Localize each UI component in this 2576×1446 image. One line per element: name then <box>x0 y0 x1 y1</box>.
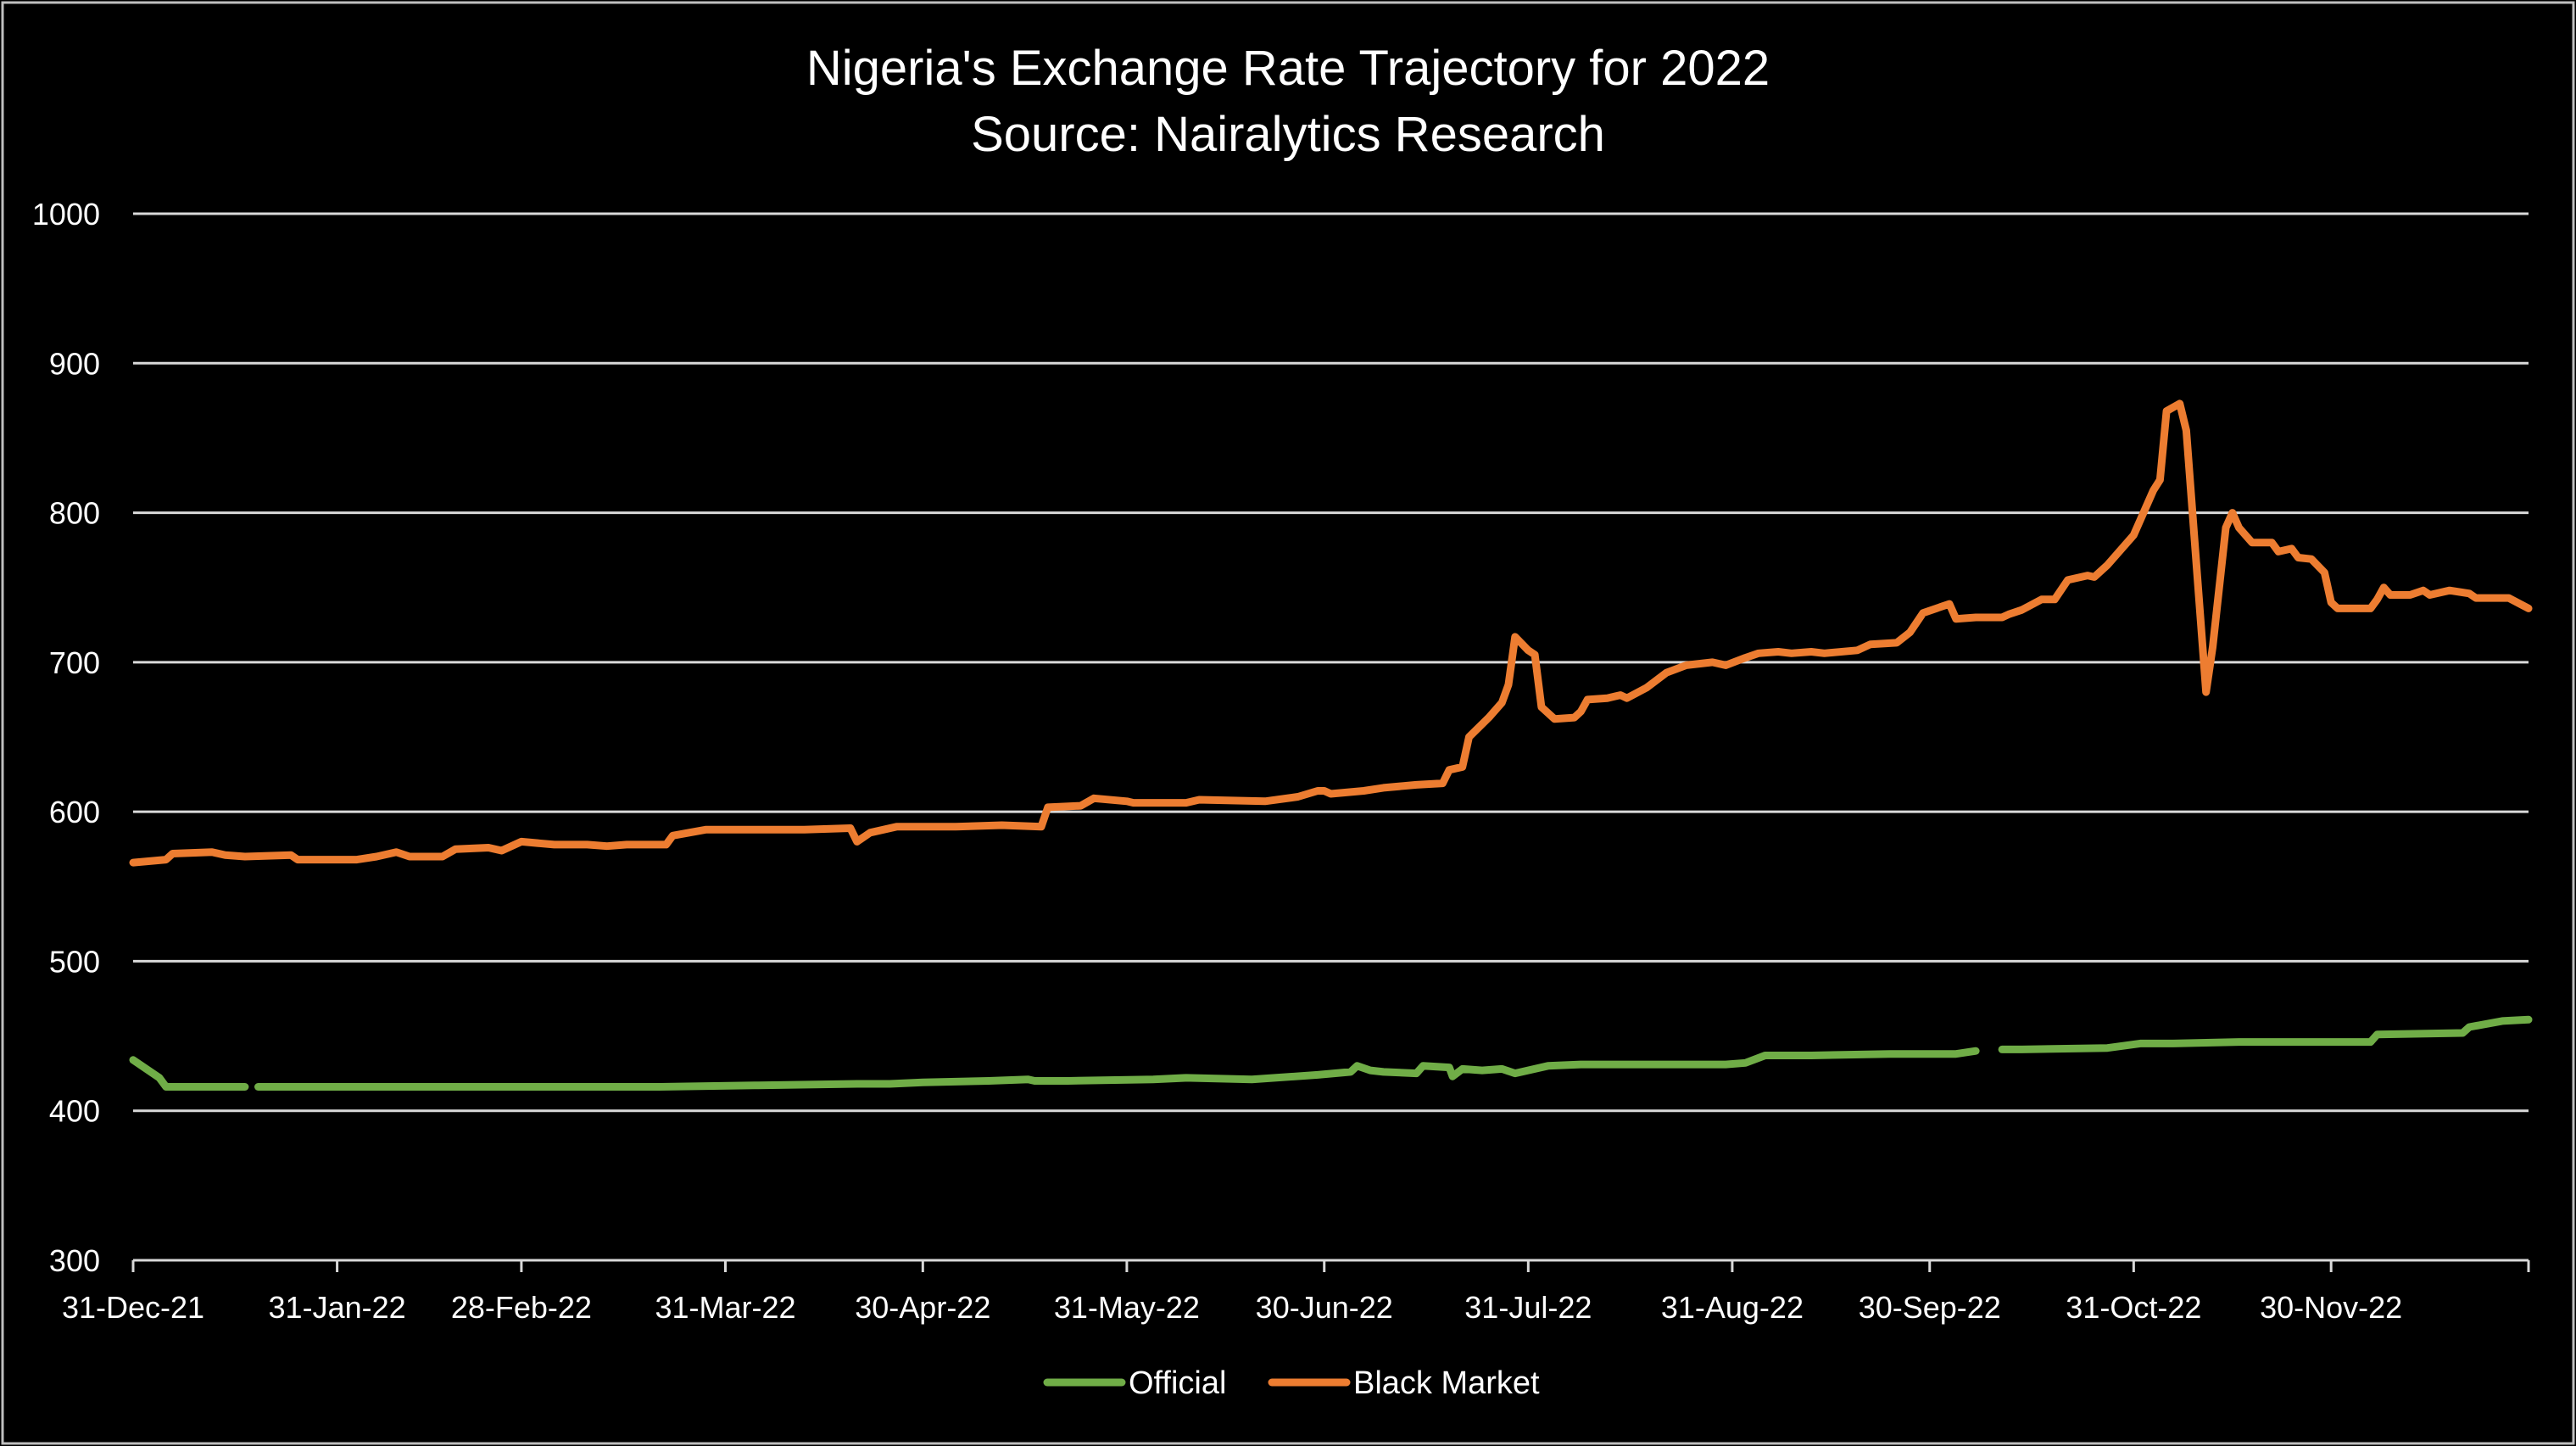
x-tick-label: 31-Jan-22 <box>269 1290 406 1325</box>
y-tick-label: 500 <box>49 944 100 979</box>
x-tick-label: 30-Sep-22 <box>1859 1290 2001 1325</box>
x-tick-label: 31-Aug-22 <box>1661 1290 1804 1325</box>
x-tick-label: 30-Nov-22 <box>2260 1290 2402 1325</box>
y-tick-label: 300 <box>49 1243 100 1278</box>
y-tick-label: 800 <box>49 496 100 531</box>
x-axis: 31-Dec-21 31-Jan-22 28-Feb-22 31-Mar-22 30-A… <box>62 1260 2530 1325</box>
chart-subtitle: Source: Nairalytics Research <box>971 107 1605 162</box>
x-tick-label: 31-Dec-21 <box>62 1290 204 1325</box>
legend-label-official: Official <box>1129 1365 1226 1401</box>
x-tick-label: 31-Mar-22 <box>655 1290 795 1325</box>
y-tick-label: 1000 <box>32 197 100 232</box>
official-line <box>254 1047 1980 1091</box>
y-tick-label: 900 <box>49 346 100 381</box>
series-lines <box>129 399 2533 1091</box>
y-tick-label: 400 <box>49 1094 100 1129</box>
official-line <box>129 1056 249 1091</box>
x-tick-label: 31-Jul-22 <box>1464 1290 1592 1325</box>
y-axis: 300 400 500 600 700 800 900 1000 <box>32 197 100 1278</box>
black-market-line <box>129 399 2533 867</box>
x-tick-label: 28-Feb-22 <box>451 1290 592 1325</box>
official-line <box>1998 1015 2533 1053</box>
chart-title: Nigeria's Exchange Rate Trajectory for 2… <box>806 41 1770 96</box>
x-tick-label: 30-Apr-22 <box>855 1290 990 1325</box>
x-tick-label: 31-May-22 <box>1054 1290 1200 1325</box>
x-tick-label: 31-Oct-22 <box>2066 1290 2201 1325</box>
x-tick-label: 30-Jun-22 <box>1256 1290 1393 1325</box>
legend-label-black-market: Black Market <box>1353 1365 1540 1401</box>
gridlines <box>133 212 2529 1262</box>
legend: Official Black Market <box>1043 1365 1540 1401</box>
y-tick-label: 600 <box>49 795 100 829</box>
y-tick-label: 700 <box>49 645 100 680</box>
